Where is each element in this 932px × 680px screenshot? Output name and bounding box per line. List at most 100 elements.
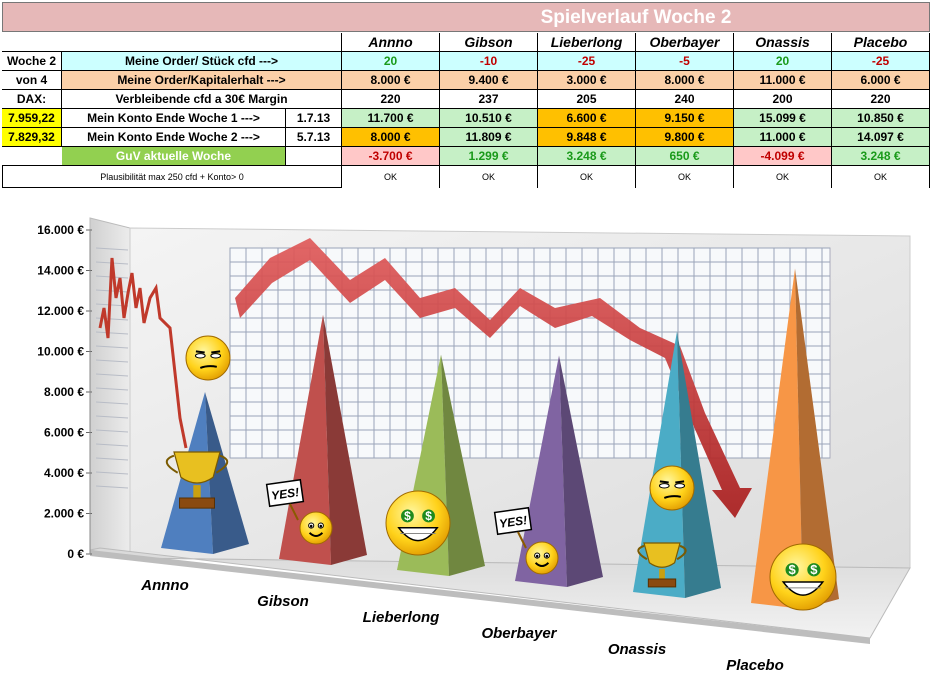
- plausibility-cell: OK: [440, 166, 538, 188]
- capital-cell: 6.000 €: [832, 71, 930, 90]
- smiley-eye: [210, 353, 222, 359]
- y-tick-label: 16.000 €: [37, 223, 84, 237]
- trophy-handle: [165, 454, 179, 474]
- x-tick-label: Lieberlong: [363, 609, 440, 626]
- account-week1-date: 1.7.13: [286, 109, 342, 128]
- neutral-smiley-icon: [649, 465, 695, 511]
- dax-value-2: 7.829,32: [2, 128, 62, 147]
- cfd-row: DAX: Verbleibende cfd a 30€ Margin 220 2…: [2, 90, 930, 109]
- cfd-cell: 237: [440, 90, 538, 109]
- cfd-cell: 200: [734, 90, 832, 109]
- grid-line: [95, 387, 129, 391]
- account-week1-cell: 15.099 €: [734, 109, 832, 128]
- smiley-face: [525, 541, 559, 575]
- money-smiley-icon: $ $: [769, 543, 837, 611]
- plausibility-cell: OK: [734, 166, 832, 188]
- account-week1-cell: 11.700 €: [342, 109, 440, 128]
- profit-loss-cell: -4.099 €: [734, 147, 832, 166]
- dollar-icon: $: [404, 509, 411, 523]
- smiley-eye: [658, 483, 670, 489]
- grid-line: [95, 359, 129, 363]
- smiley-eye: [674, 483, 686, 489]
- happy-smiley-icon: [299, 511, 333, 545]
- dax-value-1: 7.959,22: [2, 109, 62, 128]
- x-tick-label: Gibson: [257, 593, 309, 610]
- account-week1-cell: 6.600 €: [538, 109, 636, 128]
- order-cell: 20: [342, 52, 440, 71]
- y-axis: 0 € 2.000 € 4.000 € 6.000 € 8.000 € 10.000 € 1…: [37, 223, 92, 561]
- account-week2-cell: 14.097 €: [832, 128, 930, 147]
- dollar-icon: $: [788, 562, 796, 577]
- plausibility-cell: OK: [538, 166, 636, 188]
- header-blank: [2, 33, 342, 52]
- account-chart: 0 € 2.000 € 4.000 € 6.000 € 8.000 € 10.000 € 1…: [37, 217, 911, 674]
- smiley-eye: [194, 353, 206, 359]
- trophy-cup: [173, 451, 221, 484]
- y-tick-label: 0 €: [67, 547, 84, 561]
- page-title: Spielverlauf Woche 2: [540, 7, 732, 28]
- y-tick-label: 14.000 €: [37, 264, 84, 278]
- y-tick-label: 6.000 €: [44, 426, 84, 440]
- week-label: Woche 2: [2, 52, 62, 71]
- x-tick-label: Onassis: [608, 641, 666, 658]
- bar-face-right: [205, 392, 249, 554]
- x-tick-label: Annno: [140, 577, 188, 594]
- grid-line: [95, 373, 129, 377]
- account-week2-cell: 8.000 €: [342, 128, 440, 147]
- y-tick-label: 2.000 €: [44, 507, 84, 521]
- capital-cell: 11.000 €: [734, 71, 832, 90]
- bar-face-right: [441, 354, 485, 576]
- order-cell: -25: [832, 52, 930, 71]
- header-player: Oberbayer: [636, 33, 734, 52]
- account-week2-cell: 11.809 €: [440, 128, 538, 147]
- smiley-brow: [675, 480, 685, 484]
- order-cell: -5: [636, 52, 734, 71]
- trophy-icon: [637, 542, 687, 588]
- plausibility-row: Plausibilität max 250 cfd + Konto> 0 OK …: [2, 166, 930, 188]
- decorations: YES!$ $ YES!$ $: [165, 335, 837, 611]
- smiley-face: [769, 543, 837, 611]
- cfd-cell: 220: [832, 90, 930, 109]
- order-cell: 20: [734, 52, 832, 71]
- y-tick-label: 12.000 €: [37, 304, 84, 318]
- header-row: Annno Gibson Lieberlong Oberbayer Onassi…: [2, 33, 930, 52]
- results-table: Spielverlauf Woche 2 Annno Gibson Lieber…: [2, 2, 930, 188]
- bar-face-right: [323, 314, 367, 565]
- y-tick-label: 4.000 €: [44, 466, 84, 480]
- neutral-smiley-icon: [185, 335, 231, 381]
- profit-loss-cell: 3.248 €: [538, 147, 636, 166]
- bar-face-left: [751, 268, 803, 609]
- grid-line: [95, 429, 129, 433]
- order-cell: -25: [538, 52, 636, 71]
- order-cell: -10: [440, 52, 538, 71]
- yes-sign-text: YES!: [270, 485, 300, 503]
- order-row: Woche 2 Meine Order/ Stück cfd ---> 20 -…: [2, 52, 930, 71]
- capital-cell: 8.000 €: [636, 71, 734, 90]
- smiley-pupil: [319, 524, 323, 528]
- blank-cell: [286, 147, 342, 166]
- smiley-eye: [807, 563, 821, 577]
- cfd-cell: 240: [636, 90, 734, 109]
- trophy-stem: [659, 568, 665, 580]
- dax-line-icon: [98, 257, 188, 449]
- profit-loss-row: GuV aktuelle Woche -3.700 € 1.299 € 3.24…: [2, 147, 930, 166]
- account-week2-date: 5.7.13: [286, 128, 342, 147]
- falling-arrow-icon: [235, 238, 752, 518]
- y-tick-label: 8.000 €: [44, 385, 84, 399]
- blank-cell: [2, 147, 62, 166]
- money-smiley-icon: $ $: [385, 490, 451, 556]
- grid-line: [95, 331, 129, 335]
- order-label: Meine Order/ Stück cfd --->: [62, 52, 342, 71]
- account-week1-row: 7.959,22 Mein Konto Ende Woche 1 ---> 1.…: [2, 109, 930, 128]
- smiley-mouth: [308, 532, 324, 537]
- yes-sign-text: YES!: [498, 513, 528, 531]
- happy-smiley-icon: [525, 541, 559, 575]
- grid-line: [95, 471, 129, 475]
- grid-line: [95, 247, 129, 251]
- header-player: Annno: [342, 33, 440, 52]
- x-tick-label: Placebo: [726, 657, 784, 674]
- grid-line: [95, 457, 129, 461]
- yes-sign: [493, 506, 533, 536]
- cfd-label: Verbleibende cfd a 30€ Margin: [62, 90, 342, 109]
- trophy-icon: [165, 451, 229, 509]
